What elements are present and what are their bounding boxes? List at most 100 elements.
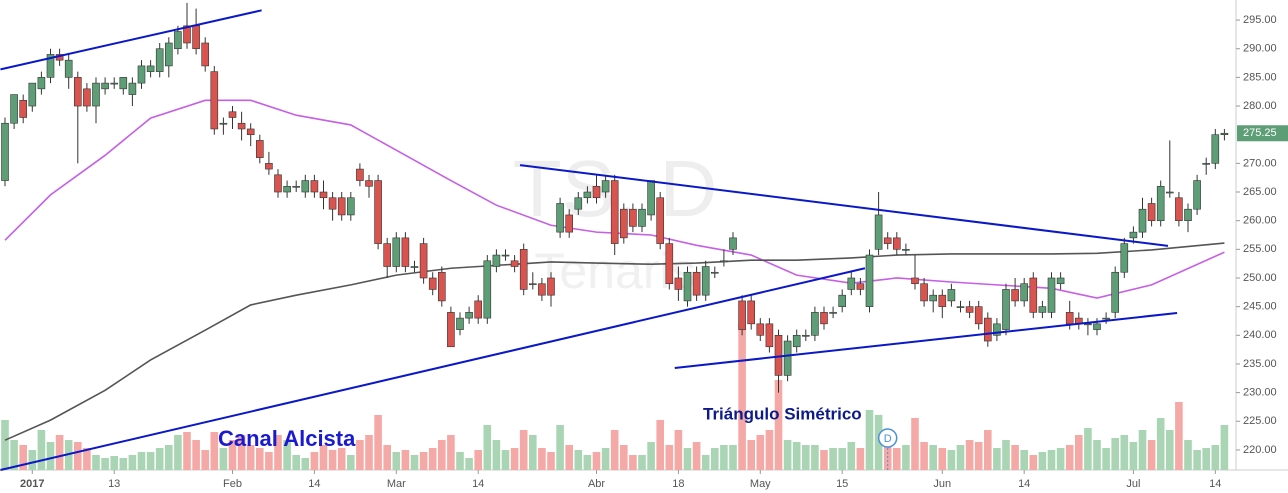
candle-body — [92, 82, 100, 107]
volume-bar — [1084, 428, 1092, 470]
candle-body — [656, 197, 665, 244]
y-tick-label: 260.00 — [1243, 215, 1277, 227]
volume-bar — [1029, 455, 1038, 470]
x-tick-label: 15 — [836, 478, 848, 490]
candle-body — [283, 185, 291, 193]
candle-body — [274, 174, 282, 193]
candle-body — [337, 197, 346, 216]
volume-bar — [874, 415, 883, 470]
trendline — [0, 9, 262, 71]
candle-body — [1211, 134, 1220, 164]
candle-body — [838, 294, 847, 307]
candle-body — [1020, 283, 1029, 302]
volume-bar — [783, 440, 792, 470]
candle-body — [155, 48, 164, 72]
candle-body — [365, 180, 373, 187]
candle-body — [1093, 323, 1101, 330]
volume-bar — [1184, 440, 1192, 470]
volume-bar — [128, 455, 137, 470]
x-tick-label: Feb — [223, 478, 242, 490]
volume-bar — [729, 445, 737, 470]
x-tick-label: 13 — [108, 478, 120, 490]
candle-body — [865, 254, 874, 307]
trendline — [0, 267, 866, 471]
volume-bar — [829, 448, 837, 470]
candle-body — [874, 214, 883, 250]
candle-body — [437, 271, 446, 302]
candle-body — [401, 237, 410, 267]
volume-bar — [574, 450, 583, 470]
candle-body — [1029, 277, 1038, 313]
volume-bar — [738, 322, 746, 470]
x-tick-label: 14 — [308, 478, 320, 490]
volume-bar — [310, 452, 319, 470]
candle-body — [383, 243, 392, 267]
volume-bar — [438, 440, 446, 470]
volume-bar — [1102, 448, 1110, 470]
volume-bar — [1093, 440, 1101, 470]
volume-bar — [1138, 430, 1147, 470]
volume-bar — [374, 415, 382, 470]
candle-body — [110, 82, 118, 85]
volume-bar — [419, 452, 428, 470]
candle-body — [829, 312, 837, 314]
candle-body — [37, 77, 46, 90]
volume-bar — [665, 445, 674, 470]
event-label: D — [884, 433, 892, 445]
candle-body — [265, 163, 273, 170]
volume-bar — [1011, 445, 1019, 470]
moving-average — [4, 242, 1225, 441]
candle-body — [319, 191, 328, 199]
candle-body — [1011, 289, 1019, 302]
volume-bar — [110, 456, 118, 470]
volume-bar — [720, 445, 728, 470]
candle-body — [1065, 312, 1074, 325]
volume-bar — [929, 445, 937, 470]
volume-bar — [10, 440, 18, 470]
volume-bar — [465, 458, 473, 470]
volume-bar — [556, 425, 564, 470]
x-tick-label: May — [750, 478, 771, 490]
candle-body — [920, 283, 928, 302]
volume-bar — [274, 435, 282, 470]
candle-body — [983, 317, 992, 342]
volume-bar — [219, 448, 228, 470]
volume-bar — [920, 442, 928, 470]
annotation: Triángulo Simétrico — [703, 404, 862, 423]
volume-bar — [146, 452, 155, 470]
volume-bar — [1193, 450, 1201, 470]
x-tick-label: 18 — [672, 478, 684, 490]
volume-bar — [1111, 438, 1119, 470]
y-tick-label: 285.00 — [1243, 71, 1277, 83]
volume-bar — [893, 448, 901, 470]
candle-body — [1, 122, 9, 181]
candle-body — [610, 180, 619, 244]
volume-bar — [119, 458, 128, 470]
volume-bar — [656, 420, 664, 470]
volume-bar — [1147, 440, 1156, 470]
candle-body — [137, 65, 146, 84]
candle-body — [374, 180, 382, 244]
annotation: Canal Alcista — [218, 426, 356, 451]
volume-bar — [28, 450, 37, 470]
volume-bar — [1156, 418, 1165, 470]
volume-bar — [265, 452, 273, 470]
volume-bar — [938, 448, 947, 470]
candle-body — [547, 277, 555, 296]
candle-body — [1129, 231, 1138, 239]
volume-bar — [856, 448, 865, 470]
volume-bar — [692, 442, 701, 470]
volume-bar — [538, 448, 546, 470]
volume-bar — [647, 442, 655, 470]
candle-body — [701, 266, 710, 296]
candle-body — [128, 82, 137, 95]
candle-body — [165, 42, 173, 67]
volume-bar — [1002, 440, 1010, 470]
candle-body — [1111, 271, 1119, 313]
volume-bar — [1038, 452, 1047, 470]
volume-bar — [183, 432, 191, 470]
volume-bar — [292, 455, 300, 470]
candle-body — [101, 82, 109, 90]
volume-bar — [847, 442, 856, 470]
candle-body — [783, 340, 792, 376]
